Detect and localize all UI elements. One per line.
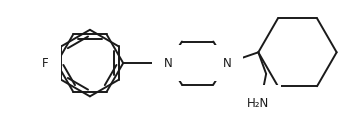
Text: F: F [42, 57, 49, 70]
Text: N: N [164, 57, 173, 70]
Text: N: N [223, 57, 231, 70]
Text: H₂N: H₂N [247, 97, 270, 110]
